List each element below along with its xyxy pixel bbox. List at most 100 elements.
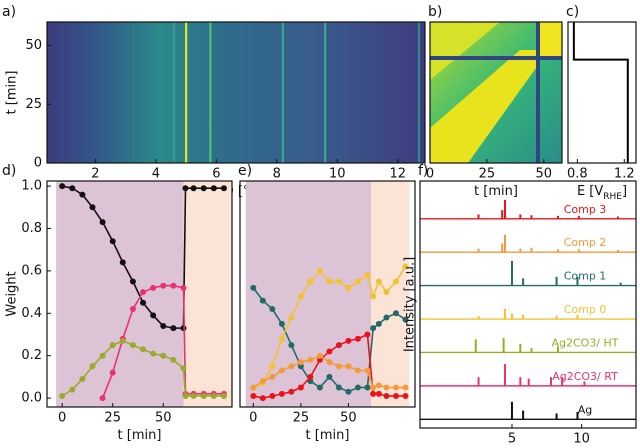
data-point	[326, 373, 333, 380]
shaded-region	[245, 181, 372, 407]
data-point	[269, 392, 276, 399]
panel-label: b)	[428, 4, 442, 20]
data-point	[278, 320, 285, 327]
step-line	[572, 22, 629, 163]
data-point	[288, 388, 295, 395]
data-point	[335, 278, 342, 285]
plot-frame	[239, 180, 416, 408]
data-point	[402, 263, 409, 270]
x-label-main: t [min]	[118, 428, 162, 443]
x-tick-label: 0	[58, 411, 66, 426]
y-tick-label: 0.2	[21, 348, 42, 363]
y-tick-label: 0.6	[21, 263, 42, 278]
x-tick-label: 2	[91, 167, 99, 182]
x-tick-label: 25	[104, 411, 121, 426]
data-point	[190, 392, 197, 399]
data-point	[220, 185, 227, 192]
x-label-main: t [min]	[474, 184, 518, 199]
x-tick-label: 0.8	[567, 167, 588, 182]
data-point	[297, 359, 304, 366]
data-point	[160, 323, 167, 330]
plot-frame	[567, 21, 637, 164]
series-label: Comp 1	[564, 270, 607, 283]
plot-frame	[46, 21, 426, 164]
x-tick-label: 1.2	[614, 167, 635, 182]
data-point	[307, 373, 314, 380]
data-point	[345, 337, 352, 344]
data-point	[99, 219, 106, 226]
series-label: Comp 2	[564, 236, 607, 249]
plot-frame	[419, 180, 637, 429]
data-point	[59, 392, 66, 399]
y-tick-label: 1.0	[21, 179, 42, 194]
data-point	[364, 331, 371, 338]
x-tick-label: 25	[479, 167, 496, 182]
y-axis-label: Weight	[5, 271, 20, 316]
series-label: Ag	[578, 403, 593, 416]
data-point	[375, 382, 382, 389]
data-point	[59, 183, 66, 190]
data-point	[288, 314, 295, 321]
x-tick-label: 5	[508, 432, 516, 447]
data-point	[316, 356, 323, 363]
data-point	[297, 384, 304, 391]
data-point	[307, 356, 314, 363]
data-point	[307, 278, 314, 285]
data-point	[392, 278, 399, 285]
data-point	[109, 342, 116, 349]
data-point	[259, 297, 266, 304]
corr-corner	[430, 22, 500, 80]
data-point	[150, 284, 157, 291]
data-point	[150, 350, 157, 357]
x-tick-label: 0	[249, 411, 257, 426]
data-point	[364, 367, 371, 374]
data-point	[250, 384, 257, 391]
panel-label: f)	[418, 163, 428, 179]
series-label: Ag2CO3/ HT	[551, 336, 618, 349]
y-tick-label: 0.4	[21, 306, 42, 321]
y-tick-label: 0.8	[21, 221, 42, 236]
data-point	[269, 306, 276, 313]
x-axis-label: t [min]	[306, 428, 350, 443]
data-point	[335, 363, 342, 370]
x-axis-label: t [min]	[474, 184, 518, 199]
data-point	[326, 348, 333, 355]
x-label-main: t [min]	[306, 428, 350, 443]
data-point	[119, 337, 126, 344]
data-point	[259, 395, 266, 402]
x-tick-label: 10	[329, 167, 346, 182]
plot-frame	[46, 180, 233, 408]
data-point	[354, 384, 361, 391]
plot-frame	[429, 21, 563, 164]
data-point	[150, 312, 157, 319]
data-point	[345, 363, 352, 370]
data-point	[278, 390, 285, 397]
data-point	[119, 259, 126, 266]
data-point	[250, 392, 257, 399]
panel-label: c)	[566, 4, 579, 20]
data-point	[180, 284, 187, 291]
x-tick-label: 25	[293, 411, 310, 426]
data-point	[370, 390, 377, 397]
x-tick-label: 10	[573, 432, 590, 447]
data-point	[190, 185, 197, 192]
data-point	[402, 392, 409, 399]
data-point	[79, 191, 86, 198]
data-point	[140, 346, 147, 353]
data-point	[200, 185, 207, 192]
data-point	[259, 378, 266, 385]
x-label-main: E [V	[577, 184, 603, 199]
data-point	[160, 282, 167, 289]
data-point	[129, 278, 136, 285]
data-point	[129, 306, 136, 313]
data-point	[375, 278, 382, 285]
data-point	[99, 395, 106, 402]
data-point	[335, 384, 342, 391]
data-point	[170, 325, 177, 332]
data-point	[383, 314, 390, 321]
data-point	[269, 373, 276, 380]
data-point	[345, 284, 352, 291]
data-point	[129, 342, 136, 349]
data-point	[392, 384, 399, 391]
